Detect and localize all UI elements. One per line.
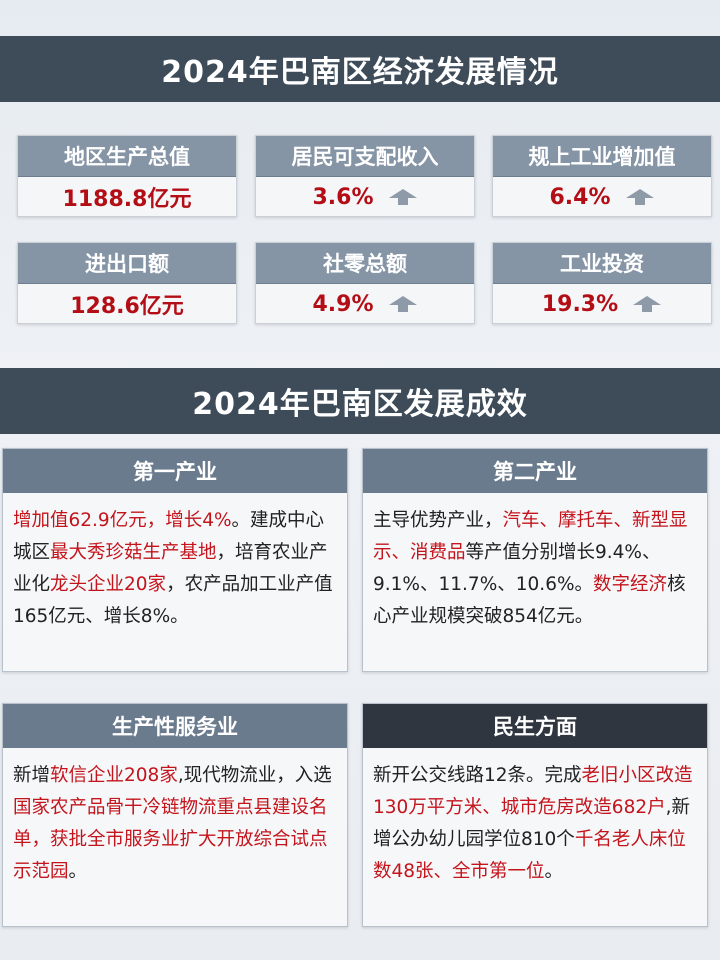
body-text: 。 [544, 861, 564, 882]
body-text: ,新增公办幼儿园学位810个 [373, 797, 691, 850]
achievements-section-banner: 2024年巴南区发展成效 [0, 368, 720, 434]
body-text: ，培育农业产业化 [13, 542, 328, 595]
highlight-text: 增加值62.9亿元，增长4% [13, 510, 232, 531]
highlight-text: 国家农产品骨干冷链物流重点县建设名单，获批全市服务业扩大开放综合试点示范园 [13, 797, 328, 882]
body-text: ，农产品加工业产值165亿元、增长8%。 [13, 574, 333, 627]
card-body: 新增软信企业208家,现代物流业，入选国家农产品骨干冷链物流重点县建设名单，获批… [3, 748, 347, 898]
stat-value: 19.3% [541, 291, 619, 317]
highlight-text: 软信企业208家 [50, 765, 178, 786]
body-text: 。建成中心城区 [13, 510, 325, 563]
body-text: ,现代物流业，入选 [177, 765, 332, 786]
stat-retail-sales: 社零总额 4.9% [255, 242, 475, 324]
stat-disposable-income: 居民可支配收入 3.6% [255, 135, 475, 217]
body-text: 新增 [13, 765, 51, 786]
card-title: 生产性服务业 [3, 704, 347, 748]
stat-industrial-added-value: 规上工业增加值 6.4% [492, 135, 712, 217]
up-arrow-icon [625, 189, 654, 205]
up-arrow-icon [633, 296, 662, 312]
stat-value: 1188.8亿元 [62, 187, 192, 212]
stat-value: 3.6% [312, 184, 374, 210]
stat-industrial-investment: 工业投资 19.3% [492, 242, 712, 324]
card-body: 主导优势产业，汽车、摩托车、新型显示、消费品等产值分别增长9.4%、9.1%、1… [363, 493, 707, 643]
highlight-text: 汽车、摩托车、新型显示、消费品 [373, 510, 688, 563]
up-arrow-icon [388, 189, 417, 205]
up-arrow-icon [388, 296, 417, 312]
card-livelihood: 民生方面 新开公交线路12条。完成老旧小区改造130万平方米、城市危房改造682… [362, 703, 708, 927]
card-title: 民生方面 [363, 704, 707, 748]
stat-value-wrap: 6.4% [493, 177, 711, 217]
highlight-text: 老旧小区改造130万平方米、城市危房改造682户 [373, 765, 693, 818]
stat-gdp: 地区生产总值 1188.8亿元 [17, 135, 237, 217]
card-secondary-industry: 第二产业 主导优势产业，汽车、摩托车、新型显示、消费品等产值分别增长9.4%、9… [362, 448, 708, 672]
card-body: 新开公交线路12条。完成老旧小区改造130万平方米、城市危房改造682户,新增公… [363, 748, 707, 898]
stat-label: 社零总额 [256, 243, 474, 284]
highlight-text: 数字经济 [593, 574, 668, 595]
body-text: 等产值分别增长9.4%、9.1%、11.7%、10.6%。 [373, 542, 661, 595]
stat-value-wrap: 128.6亿元 [18, 284, 236, 324]
card-producer-services: 生产性服务业 新增软信企业208家,现代物流业，入选国家农产品骨干冷链物流重点县… [2, 703, 348, 927]
stat-value: 6.4% [549, 184, 611, 210]
highlight-text: 龙头企业20家 [50, 574, 167, 595]
body-text: 核心产业规模突破854亿元。 [373, 574, 686, 627]
card-title: 第一产业 [3, 449, 347, 493]
body-text: 主导优势产业， [373, 510, 503, 531]
economy-section-banner: 2024年巴南区经济发展情况 [0, 36, 720, 102]
stat-label: 进出口额 [18, 243, 236, 284]
highlight-text: 最大秀珍菇生产基地 [50, 542, 217, 563]
stat-label: 工业投资 [493, 243, 711, 284]
stat-value-wrap: 4.9% [256, 284, 474, 324]
achievements-section-title: 2024年巴南区发展成效 [192, 387, 528, 422]
card-body: 增加值62.9亿元，增长4%。建成中心城区最大秀珍菇生产基地，培育农业产业化龙头… [3, 493, 347, 643]
highlight-text: 千名老人床位数48张、全市第一位 [373, 829, 686, 882]
stat-label: 居民可支配收入 [256, 136, 474, 177]
stat-label: 地区生产总值 [18, 136, 236, 177]
stat-value-wrap: 19.3% [493, 284, 711, 324]
stat-value-wrap: 3.6% [256, 177, 474, 217]
stat-import-export: 进出口额 128.6亿元 [17, 242, 237, 324]
card-title: 第二产业 [363, 449, 707, 493]
body-text: 新开公交线路12条。完成 [373, 765, 582, 786]
stat-label: 规上工业增加值 [493, 136, 711, 177]
economy-section-title: 2024年巴南区经济发展情况 [161, 55, 559, 90]
stat-value: 4.9% [312, 291, 374, 317]
stat-value: 128.6亿元 [70, 294, 184, 319]
card-primary-industry: 第一产业 增加值62.9亿元，增长4%。建成中心城区最大秀珍菇生产基地，培育农业… [2, 448, 348, 672]
stat-value-wrap: 1188.8亿元 [18, 177, 236, 217]
body-text: 。 [68, 861, 88, 882]
